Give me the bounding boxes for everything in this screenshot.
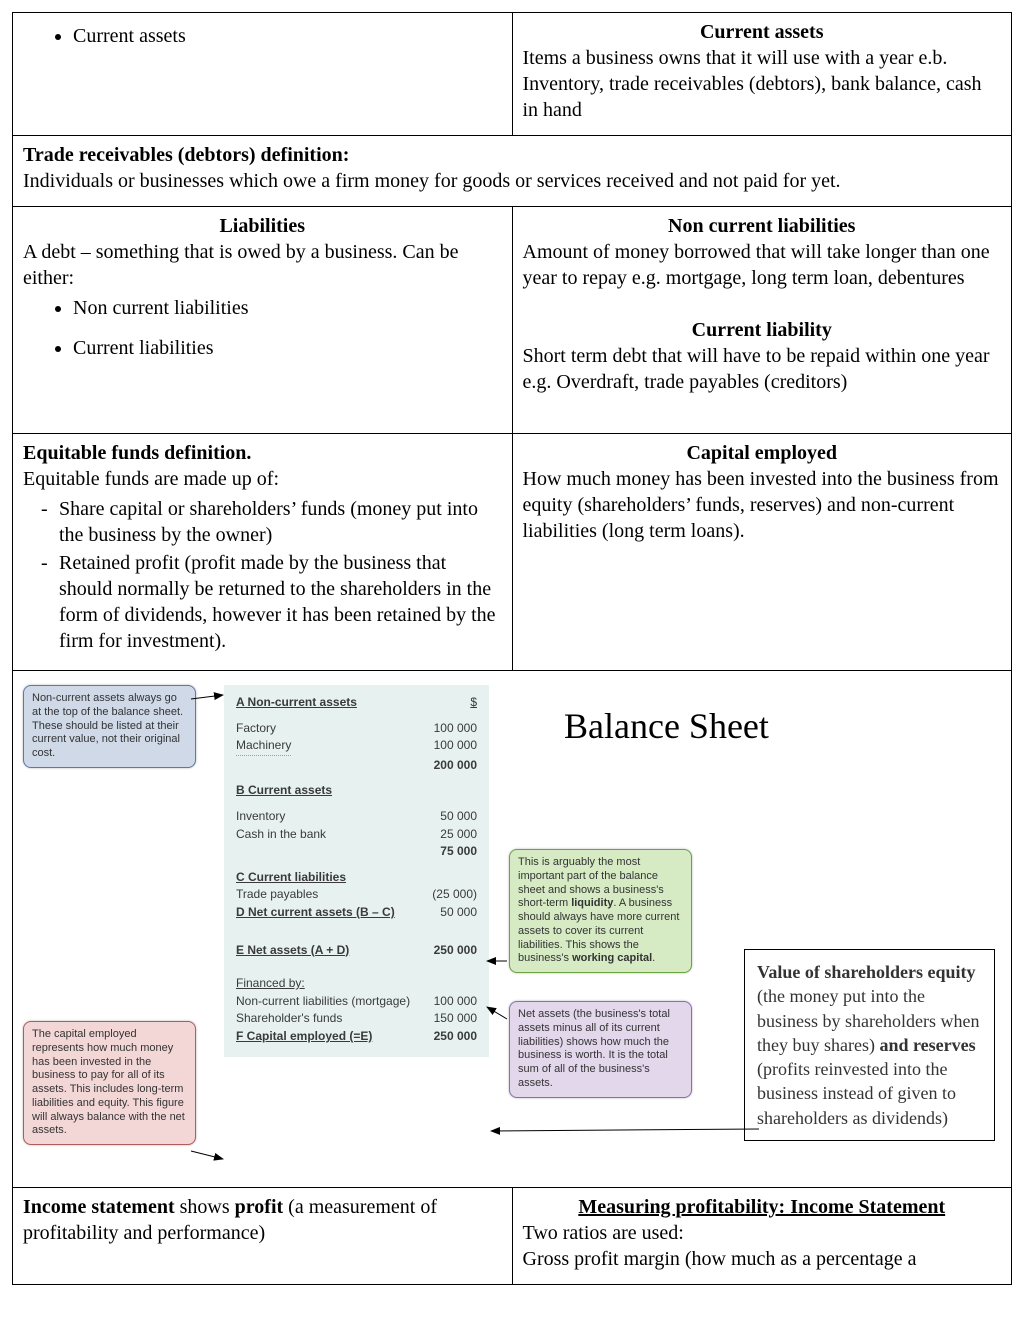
- body-current-assets: Items a business owns that it will use w…: [523, 45, 1002, 123]
- body-noncurrent-liab: Amount of money borrowed that will take …: [523, 239, 1002, 291]
- body-trade-receivables: Individuals or businesses which owe a fi…: [23, 170, 841, 192]
- heading-noncurrent-liab: Non current liabilities: [668, 215, 855, 237]
- heading-equitable: Equitable funds definition.: [23, 442, 251, 464]
- heading-capital-employed: Capital employed: [686, 442, 837, 464]
- cell-liabilities-right: Non current liabilities Amount of money …: [512, 207, 1012, 434]
- cell-liabilities-left: Liabilities A debt – something that is o…: [13, 207, 513, 434]
- sidebox-shareholders-equity: Value of shareholders equity (the money …: [744, 949, 995, 1141]
- body-equitable: Equitable funds are made up of:: [23, 468, 279, 490]
- body-liabilities: A debt – something that is owed by a bus…: [23, 239, 502, 291]
- cell-current-assets-right: Current assets Items a business owns tha…: [512, 13, 1012, 136]
- bullet-current-assets: Current assets: [73, 23, 502, 49]
- bullet-share-capital: Share capital or shareholders’ funds (mo…: [59, 496, 502, 548]
- balance-sheet-diagram: Non-current assets always go at the top …: [19, 681, 999, 1181]
- heading-current-assets: Current assets: [700, 21, 824, 43]
- balance-sheet-table: A Non-current assets$ Factory100 000 Mac…: [224, 685, 489, 1057]
- balance-sheet-title: Balance Sheet: [564, 703, 769, 750]
- heading-trade-receivables: Trade receivables (debtors) definition:: [23, 144, 349, 166]
- cell-trade-receivables: Trade receivables (debtors) definition: …: [13, 136, 1012, 207]
- callout-noncurrent-assets: Non-current assets always go at the top …: [23, 685, 196, 768]
- heading-current-liab: Current liability: [692, 319, 832, 341]
- cell-current-assets-left: Current assets: [13, 13, 513, 136]
- cell-income-statement-right: Measuring profitability: Income Statemen…: [512, 1188, 1012, 1285]
- callout-liquidity: This is arguably the most important part…: [509, 849, 692, 973]
- cell-equitable-left: Equitable funds definition. Equitable fu…: [13, 434, 513, 671]
- cell-balance-sheet-figure: Non-current assets always go at the top …: [13, 671, 1012, 1188]
- heading-income-statement: Income statement: [23, 1196, 175, 1218]
- body-current-liab: Short term debt that will have to be rep…: [523, 343, 1002, 395]
- cell-capital-employed: Capital employed How much money has been…: [512, 434, 1012, 671]
- callout-net-assets: Net assets (the business's total assets …: [509, 1001, 692, 1098]
- definitions-table: Current assets Current assets Items a bu…: [12, 12, 1012, 1285]
- heading-liabilities: Liabilities: [219, 215, 305, 237]
- body-gross-profit: Gross profit margin (how much as a perce…: [523, 1246, 1002, 1272]
- heading-measuring-profitability: Measuring profitability: Income Statemen…: [578, 1196, 945, 1218]
- body-two-ratios: Two ratios are used:: [523, 1220, 1002, 1246]
- bullet-retained-profit: Retained profit (profit made by the busi…: [59, 550, 502, 654]
- body-capital-employed: How much money has been invested into th…: [523, 466, 1002, 544]
- callout-capital-employed: The capital employed represents how much…: [23, 1021, 196, 1145]
- bullet-current-liab: Current liabilities: [73, 335, 502, 361]
- bullet-noncurrent-liab: Non current liabilities: [73, 295, 502, 321]
- cell-income-statement-left: Income statement shows profit (a measure…: [13, 1188, 513, 1285]
